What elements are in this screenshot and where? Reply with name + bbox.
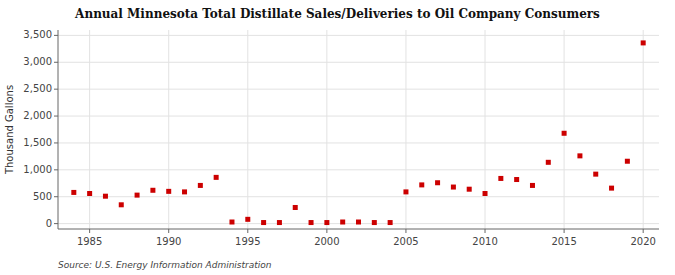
- x-tick: [89, 229, 90, 233]
- point: [593, 172, 598, 177]
- point: [293, 205, 298, 210]
- point: [340, 220, 345, 225]
- x-tick-label: 2005: [393, 236, 418, 247]
- y-tick-label: 2,000: [23, 110, 52, 121]
- y-grid-line: [58, 196, 659, 197]
- y-tick: [54, 116, 58, 117]
- point: [530, 183, 535, 188]
- x-axis-line: [58, 229, 659, 230]
- point: [641, 40, 646, 45]
- x-grid-line: [564, 30, 565, 229]
- x-tick-label: 2015: [551, 236, 576, 247]
- point: [483, 191, 488, 196]
- x-tick: [326, 229, 327, 233]
- y-tick: [54, 196, 58, 197]
- y-grid-line: [58, 116, 659, 117]
- x-grid-line: [405, 30, 406, 229]
- x-tick-label: 1985: [77, 236, 102, 247]
- x-grid-line: [247, 30, 248, 229]
- x-tick: [168, 229, 169, 233]
- y-grid-line: [58, 142, 659, 143]
- y-tick: [54, 142, 58, 143]
- point: [467, 187, 472, 192]
- point: [103, 194, 108, 199]
- x-grid-line: [89, 30, 90, 229]
- point: [435, 180, 440, 185]
- y-tick-label: 3,500: [23, 29, 52, 40]
- point: [245, 217, 250, 222]
- y-tick-label: 2,500: [23, 83, 52, 94]
- point: [309, 220, 314, 225]
- chart-container: 0 500 1,000 1,500 2,000 2,500 3,000 3,500 1985 19…: [0, 0, 675, 275]
- x-tick: [247, 229, 248, 233]
- point: [229, 220, 234, 225]
- x-grid-line: [643, 30, 644, 229]
- x-grid-line: [326, 30, 327, 229]
- y-tick-label: 500: [33, 191, 52, 202]
- x-grid-line: [168, 30, 169, 229]
- point: [403, 189, 408, 194]
- x-tick: [405, 229, 406, 233]
- plot-background: [58, 30, 659, 229]
- source-note: Source: U.S. Energy Information Administ…: [58, 260, 272, 270]
- y-tick-label: 1,500: [23, 137, 52, 148]
- y-tick: [54, 89, 58, 90]
- y-tick-label: 0: [46, 218, 52, 229]
- y-axis-line: [58, 30, 59, 229]
- point: [372, 220, 377, 225]
- point: [356, 220, 361, 225]
- point: [419, 182, 424, 187]
- point: [198, 183, 203, 188]
- x-tick: [485, 229, 486, 233]
- grid: [58, 30, 659, 229]
- point: [277, 220, 282, 225]
- y-grid-line: [58, 169, 659, 170]
- y-axis-label: Thousand Gallons: [4, 85, 15, 175]
- y-tick-label: 3,000: [23, 56, 52, 67]
- x-tick-label: 2020: [630, 236, 655, 247]
- point: [451, 185, 456, 190]
- y-grid-line: [58, 62, 659, 63]
- point: [261, 220, 266, 225]
- x-tick-label: 2000: [314, 236, 339, 247]
- y-tick: [54, 169, 58, 170]
- point: [577, 153, 582, 158]
- chart-title: Annual Minnesota Total Distillate Sales/…: [74, 7, 600, 21]
- point: [71, 190, 76, 195]
- point: [214, 175, 219, 180]
- y-tick-label: 1,000: [23, 164, 52, 175]
- y-tick: [54, 35, 58, 36]
- point: [562, 131, 567, 136]
- point: [498, 176, 503, 181]
- x-grid-line: [485, 30, 486, 229]
- y-tick: [54, 223, 58, 224]
- y-grid-line: [58, 89, 659, 90]
- x-tick: [643, 229, 644, 233]
- axes: 0 500 1,000 1,500 2,000 2,500 3,000 3,500 1985 19…: [23, 29, 656, 247]
- y-tick: [54, 62, 58, 63]
- point: [609, 186, 614, 191]
- y-grid-line: [58, 35, 659, 36]
- point: [182, 189, 187, 194]
- x-tick-label: 1990: [156, 236, 181, 247]
- chart-svg: 0 500 1,000 1,500 2,000 2,500 3,000 3,500 1985 19…: [0, 0, 675, 275]
- x-tick-label: 1995: [235, 236, 260, 247]
- point: [514, 177, 519, 182]
- point: [324, 220, 329, 225]
- point: [150, 188, 155, 193]
- data-points: [71, 40, 645, 225]
- point: [388, 220, 393, 225]
- point: [166, 189, 171, 194]
- point: [87, 191, 92, 196]
- point: [625, 159, 630, 164]
- point: [135, 193, 140, 198]
- x-tick-label: 2010: [472, 236, 497, 247]
- point: [546, 160, 551, 165]
- point: [119, 202, 124, 207]
- x-tick: [564, 229, 565, 233]
